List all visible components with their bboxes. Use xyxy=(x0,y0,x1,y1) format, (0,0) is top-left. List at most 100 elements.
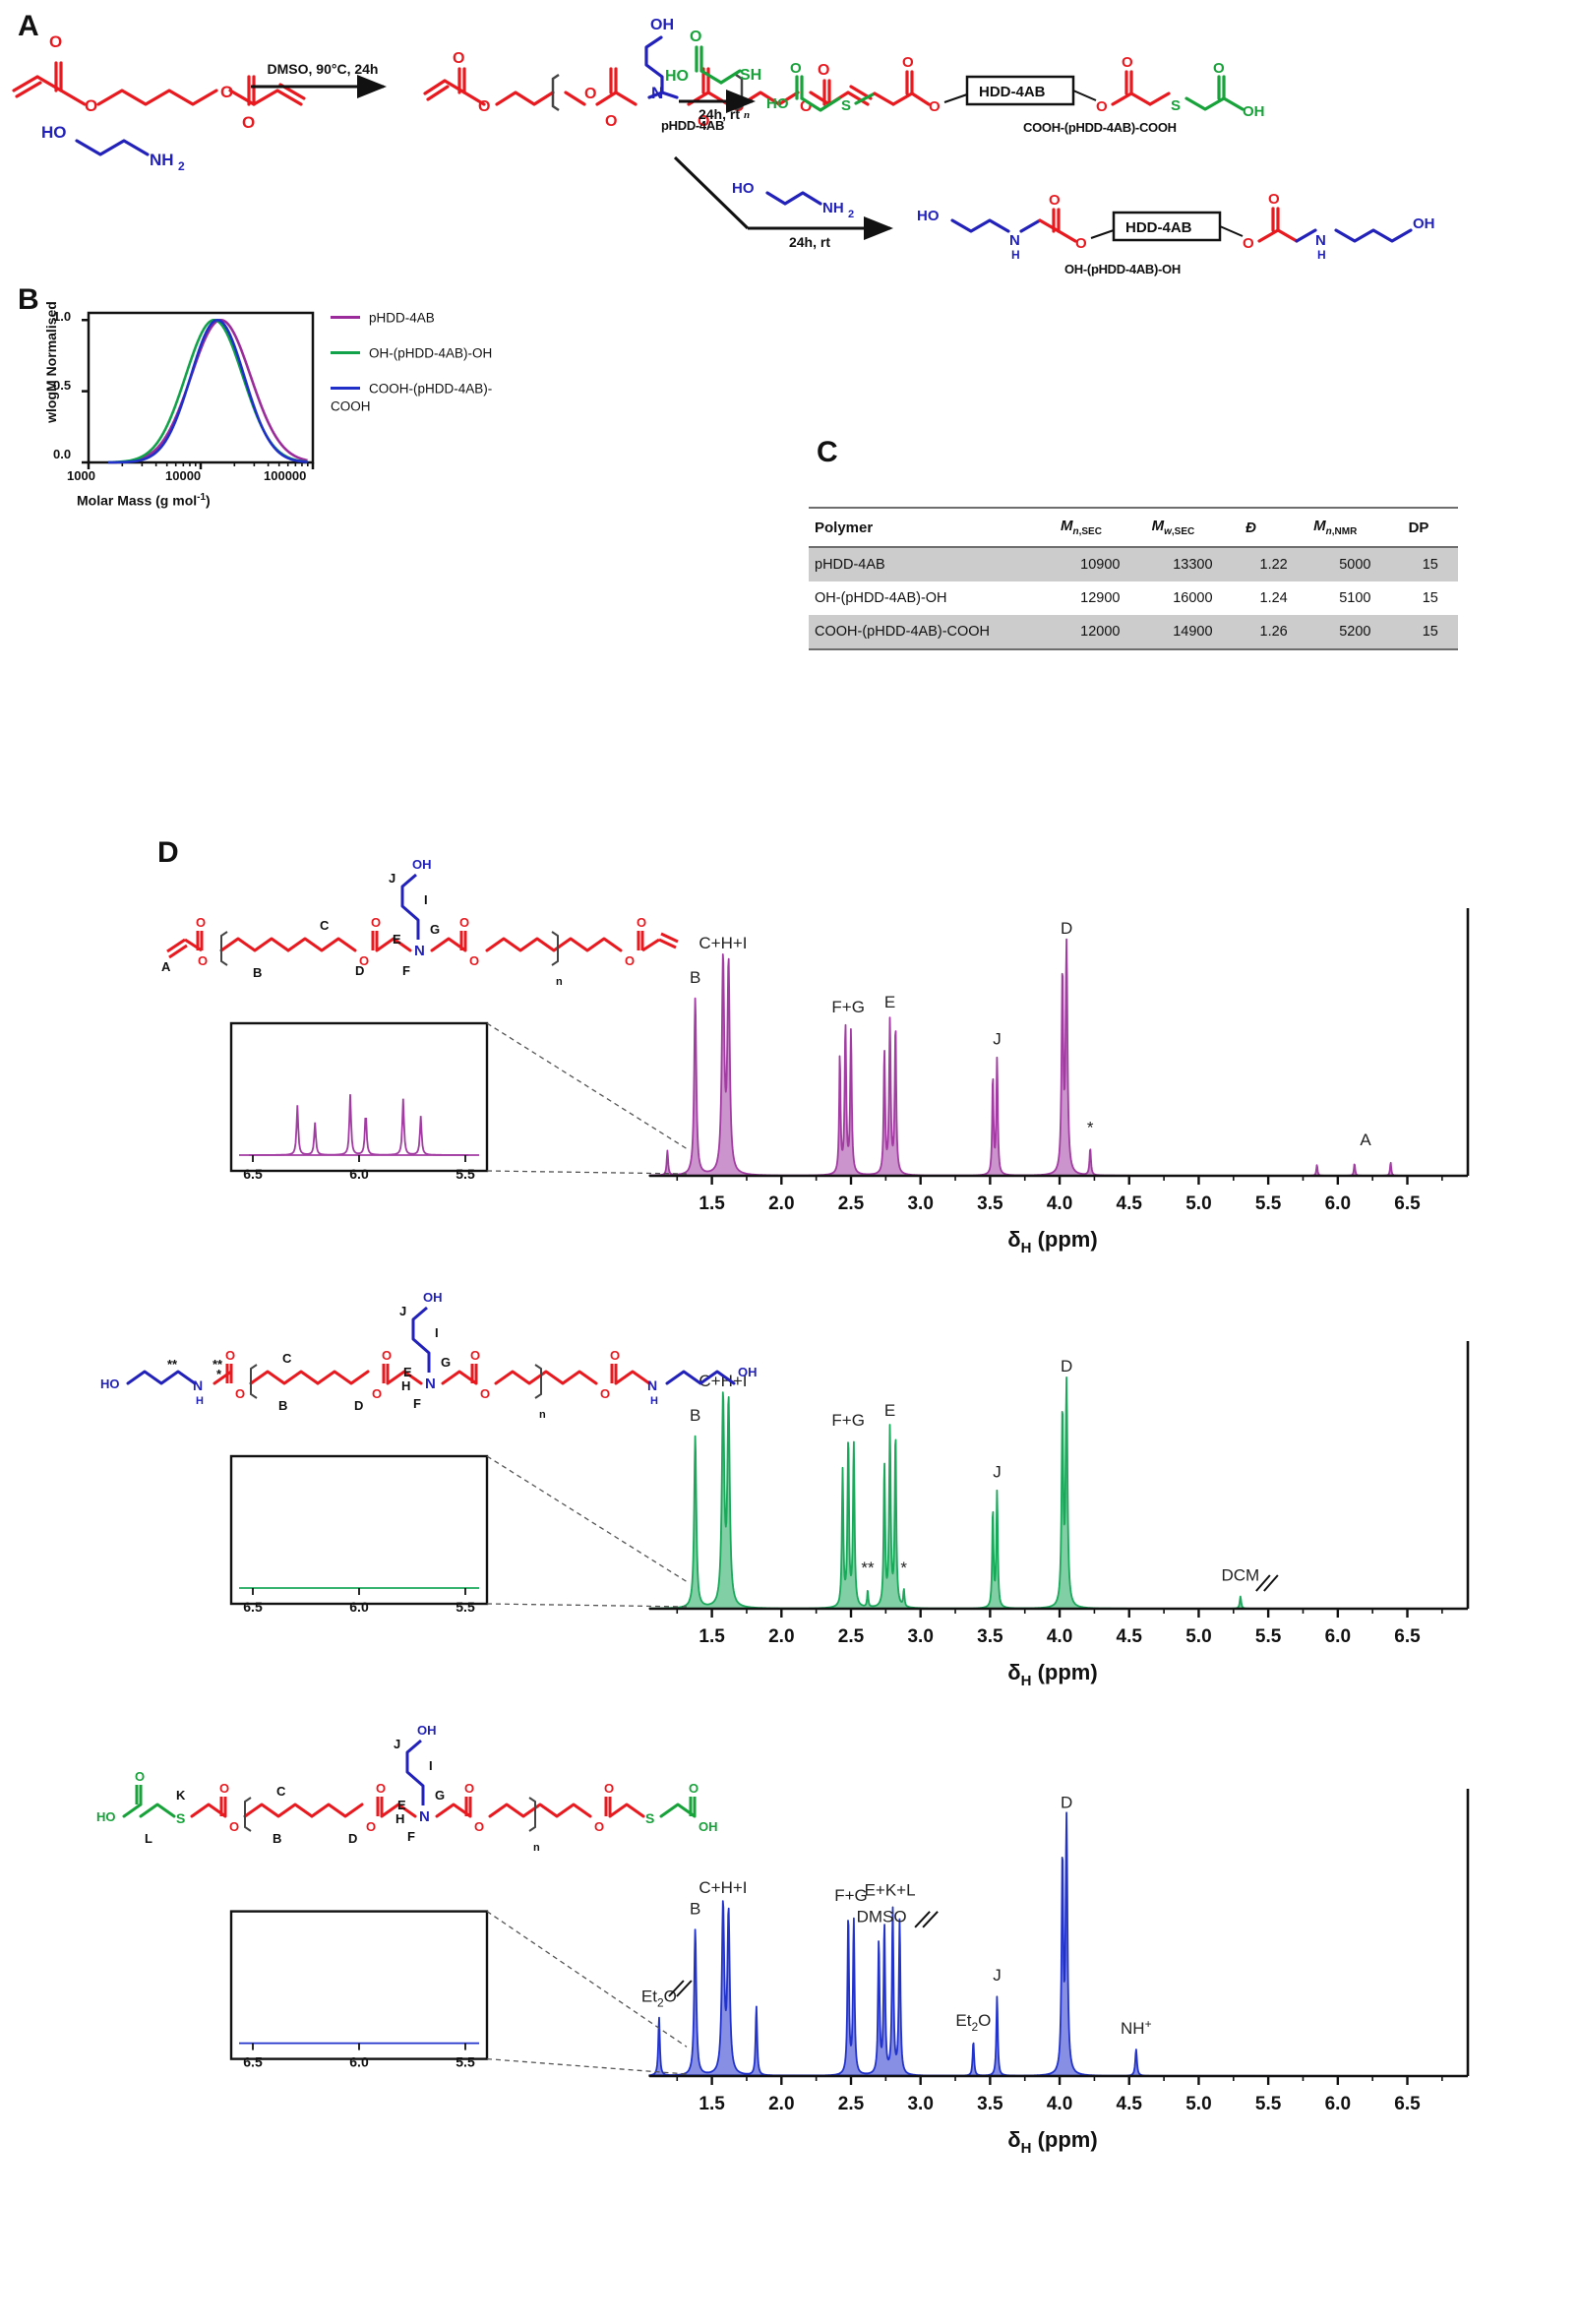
nmr-inset-tick: 5.5 xyxy=(455,2054,475,2070)
y-axis-title-text: wlogM Normalised xyxy=(43,301,59,423)
svg-text:H: H xyxy=(401,1378,410,1393)
nmr-spectrum-oh: 6.5 6.0 5.5 5.0 4.5 4.0 3.5 3.0 2.5 2.0 1.5 δH (ppm… xyxy=(0,1284,1579,1717)
svg-text:O: O xyxy=(220,83,233,101)
svg-text:O: O xyxy=(584,86,596,102)
x-axis-title-tail: ) xyxy=(206,492,211,509)
svg-text:O: O xyxy=(690,29,701,45)
svg-text:N: N xyxy=(1315,232,1326,249)
nmr-x-tick: 5.0 xyxy=(1185,1626,1211,1647)
svg-text:HDD-4AB: HDD-4AB xyxy=(1125,219,1192,236)
svg-text:O: O xyxy=(1049,192,1061,209)
reaction-condition-step2: 24h, rt xyxy=(698,106,740,122)
y-tick-05: 0.5 xyxy=(53,378,72,393)
svg-text:B: B xyxy=(278,1398,287,1413)
svg-text:HO: HO xyxy=(96,1809,116,1824)
nmr-peak-label: E xyxy=(884,1401,895,1420)
nmr-x-tick: 3.5 xyxy=(977,2094,1003,2114)
cell-dp: 15 xyxy=(1402,615,1458,650)
svg-text:HO: HO xyxy=(917,208,940,224)
svg-text:K: K xyxy=(176,1788,186,1803)
svg-text:OH: OH xyxy=(738,1365,758,1379)
nmr-x-tick: 2.0 xyxy=(768,1626,794,1647)
nmr-peak-label: D xyxy=(1061,919,1072,938)
panel-b-chart: 1.0 0.5 0.0 1000 10000 100000 wlogM Norm… xyxy=(18,295,529,526)
nmr-peak-label: Et2O xyxy=(641,1988,677,2010)
svg-text:N: N xyxy=(193,1377,203,1393)
cell-dispersity: 1.24 xyxy=(1259,590,1288,606)
cell-mn-nmr: 5000 xyxy=(1307,547,1403,581)
legend-item-0: pHDD-4AB xyxy=(331,309,529,327)
nmr-x-tick: 6.0 xyxy=(1325,2094,1351,2114)
nmr-x-tick: 4.5 xyxy=(1117,1626,1143,1647)
table-row: OH-(pHDD-4AB)-OH 12900 16000 1.24 5100 1… xyxy=(809,581,1458,615)
nmr-x-tick: 1.5 xyxy=(698,1626,725,1647)
nmr-x-tick: 2.5 xyxy=(838,1626,865,1647)
cell-dispersity: 1.22 xyxy=(1240,547,1308,581)
svg-text:O: O xyxy=(698,113,709,130)
x-tick-1000: 1000 xyxy=(67,468,95,483)
svg-text:O: O xyxy=(480,1386,490,1401)
svg-text:I: I xyxy=(424,892,428,907)
cell-mw-sec: 14900 xyxy=(1145,615,1241,650)
svg-text:OH: OH xyxy=(412,857,432,872)
svg-text:O: O xyxy=(135,1769,145,1784)
cell-mw-sec: 13300 xyxy=(1145,547,1241,581)
col-header-mn-nmr: Mn,NMR xyxy=(1307,507,1403,548)
cell-mw-sec: 16000 xyxy=(1173,590,1213,606)
svg-text:O: O xyxy=(478,98,490,115)
svg-text:O: O xyxy=(790,60,802,77)
nmr-peak-label: B xyxy=(690,1406,700,1425)
svg-text:O: O xyxy=(219,1781,229,1796)
svg-text:O: O xyxy=(198,953,208,968)
nmr-peak-label: A xyxy=(1360,1131,1371,1149)
cell-polymer: COOH-(pHDD-4AB)-COOH xyxy=(809,615,1055,650)
svg-text:O: O xyxy=(637,915,646,930)
svg-text:G: G xyxy=(435,1788,445,1803)
svg-text:O: O xyxy=(196,915,206,930)
legend-swatch-cooh xyxy=(331,387,360,391)
svg-text:n: n xyxy=(533,1842,540,1854)
panel-d-letter: D xyxy=(157,836,179,869)
nmr-peak-label: F+G xyxy=(831,1411,865,1430)
nmr-inset-tick: 6.5 xyxy=(243,1166,263,1182)
table-header-row: Polymer Mn,SEC Mw,SEC Đ Mn,NMR DP xyxy=(809,507,1458,548)
nmr-x-tick: 4.0 xyxy=(1047,2094,1072,2114)
svg-text:O: O xyxy=(1096,98,1108,115)
svg-text:E: E xyxy=(403,1365,412,1379)
svg-text:NH: NH xyxy=(822,200,844,216)
y-tick-1: 1.0 xyxy=(53,309,72,324)
svg-text:E: E xyxy=(393,932,401,947)
nmr-svg-1: 6.5 6.0 5.5 5.0 4.5 4.0 3.5 3.0 2.5 2.0 1.5 δH (ppm… xyxy=(100,1290,1470,1689)
table-row: COOH-(pHDD-4AB)-COOH 12000 14900 1.26 52… xyxy=(809,615,1458,650)
svg-text:N: N xyxy=(425,1376,436,1392)
nmr-x-tick: 5.5 xyxy=(1255,1193,1282,1214)
svg-text:O: O xyxy=(235,1386,245,1401)
y-axis-title: wlogM Normalised xyxy=(43,283,59,441)
svg-text:O: O xyxy=(474,1819,484,1834)
nmr-x-tick: 4.0 xyxy=(1047,1193,1072,1214)
col-header-mn-sec: Mn,SEC xyxy=(1055,507,1146,548)
legend-label-2: COOH-(pHDD-4AB)-COOH xyxy=(331,381,493,414)
nmr-x-tick: 2.0 xyxy=(768,2094,794,2114)
svg-text:O: O xyxy=(225,1348,235,1363)
svg-text:OH: OH xyxy=(698,1819,718,1834)
svg-text:N: N xyxy=(647,1377,657,1393)
cell-dp: 15 xyxy=(1422,590,1438,606)
nmr-x-tick: 6.0 xyxy=(1325,1626,1351,1647)
svg-text:**: ** xyxy=(167,1357,178,1372)
legend-item-2: COOH-(pHDD-4AB)-COOH xyxy=(331,380,529,415)
svg-text:2: 2 xyxy=(848,209,854,220)
svg-text:O: O xyxy=(469,953,479,968)
svg-text:O: O xyxy=(594,1819,604,1834)
nmr-x-tick: 3.5 xyxy=(977,1626,1003,1647)
nmr-x-tick: 5.0 xyxy=(1185,1193,1211,1214)
svg-text:O: O xyxy=(470,1348,480,1363)
svg-text:O: O xyxy=(229,1819,239,1834)
nmr-x-tick: 6.0 xyxy=(1325,1193,1351,1214)
svg-text:E: E xyxy=(397,1798,406,1812)
panel-b-letter: B xyxy=(18,283,39,316)
svg-text:HDD-4AB: HDD-4AB xyxy=(979,84,1046,100)
svg-text:J: J xyxy=(399,1304,406,1318)
nmr-inset-box xyxy=(229,1454,489,1606)
